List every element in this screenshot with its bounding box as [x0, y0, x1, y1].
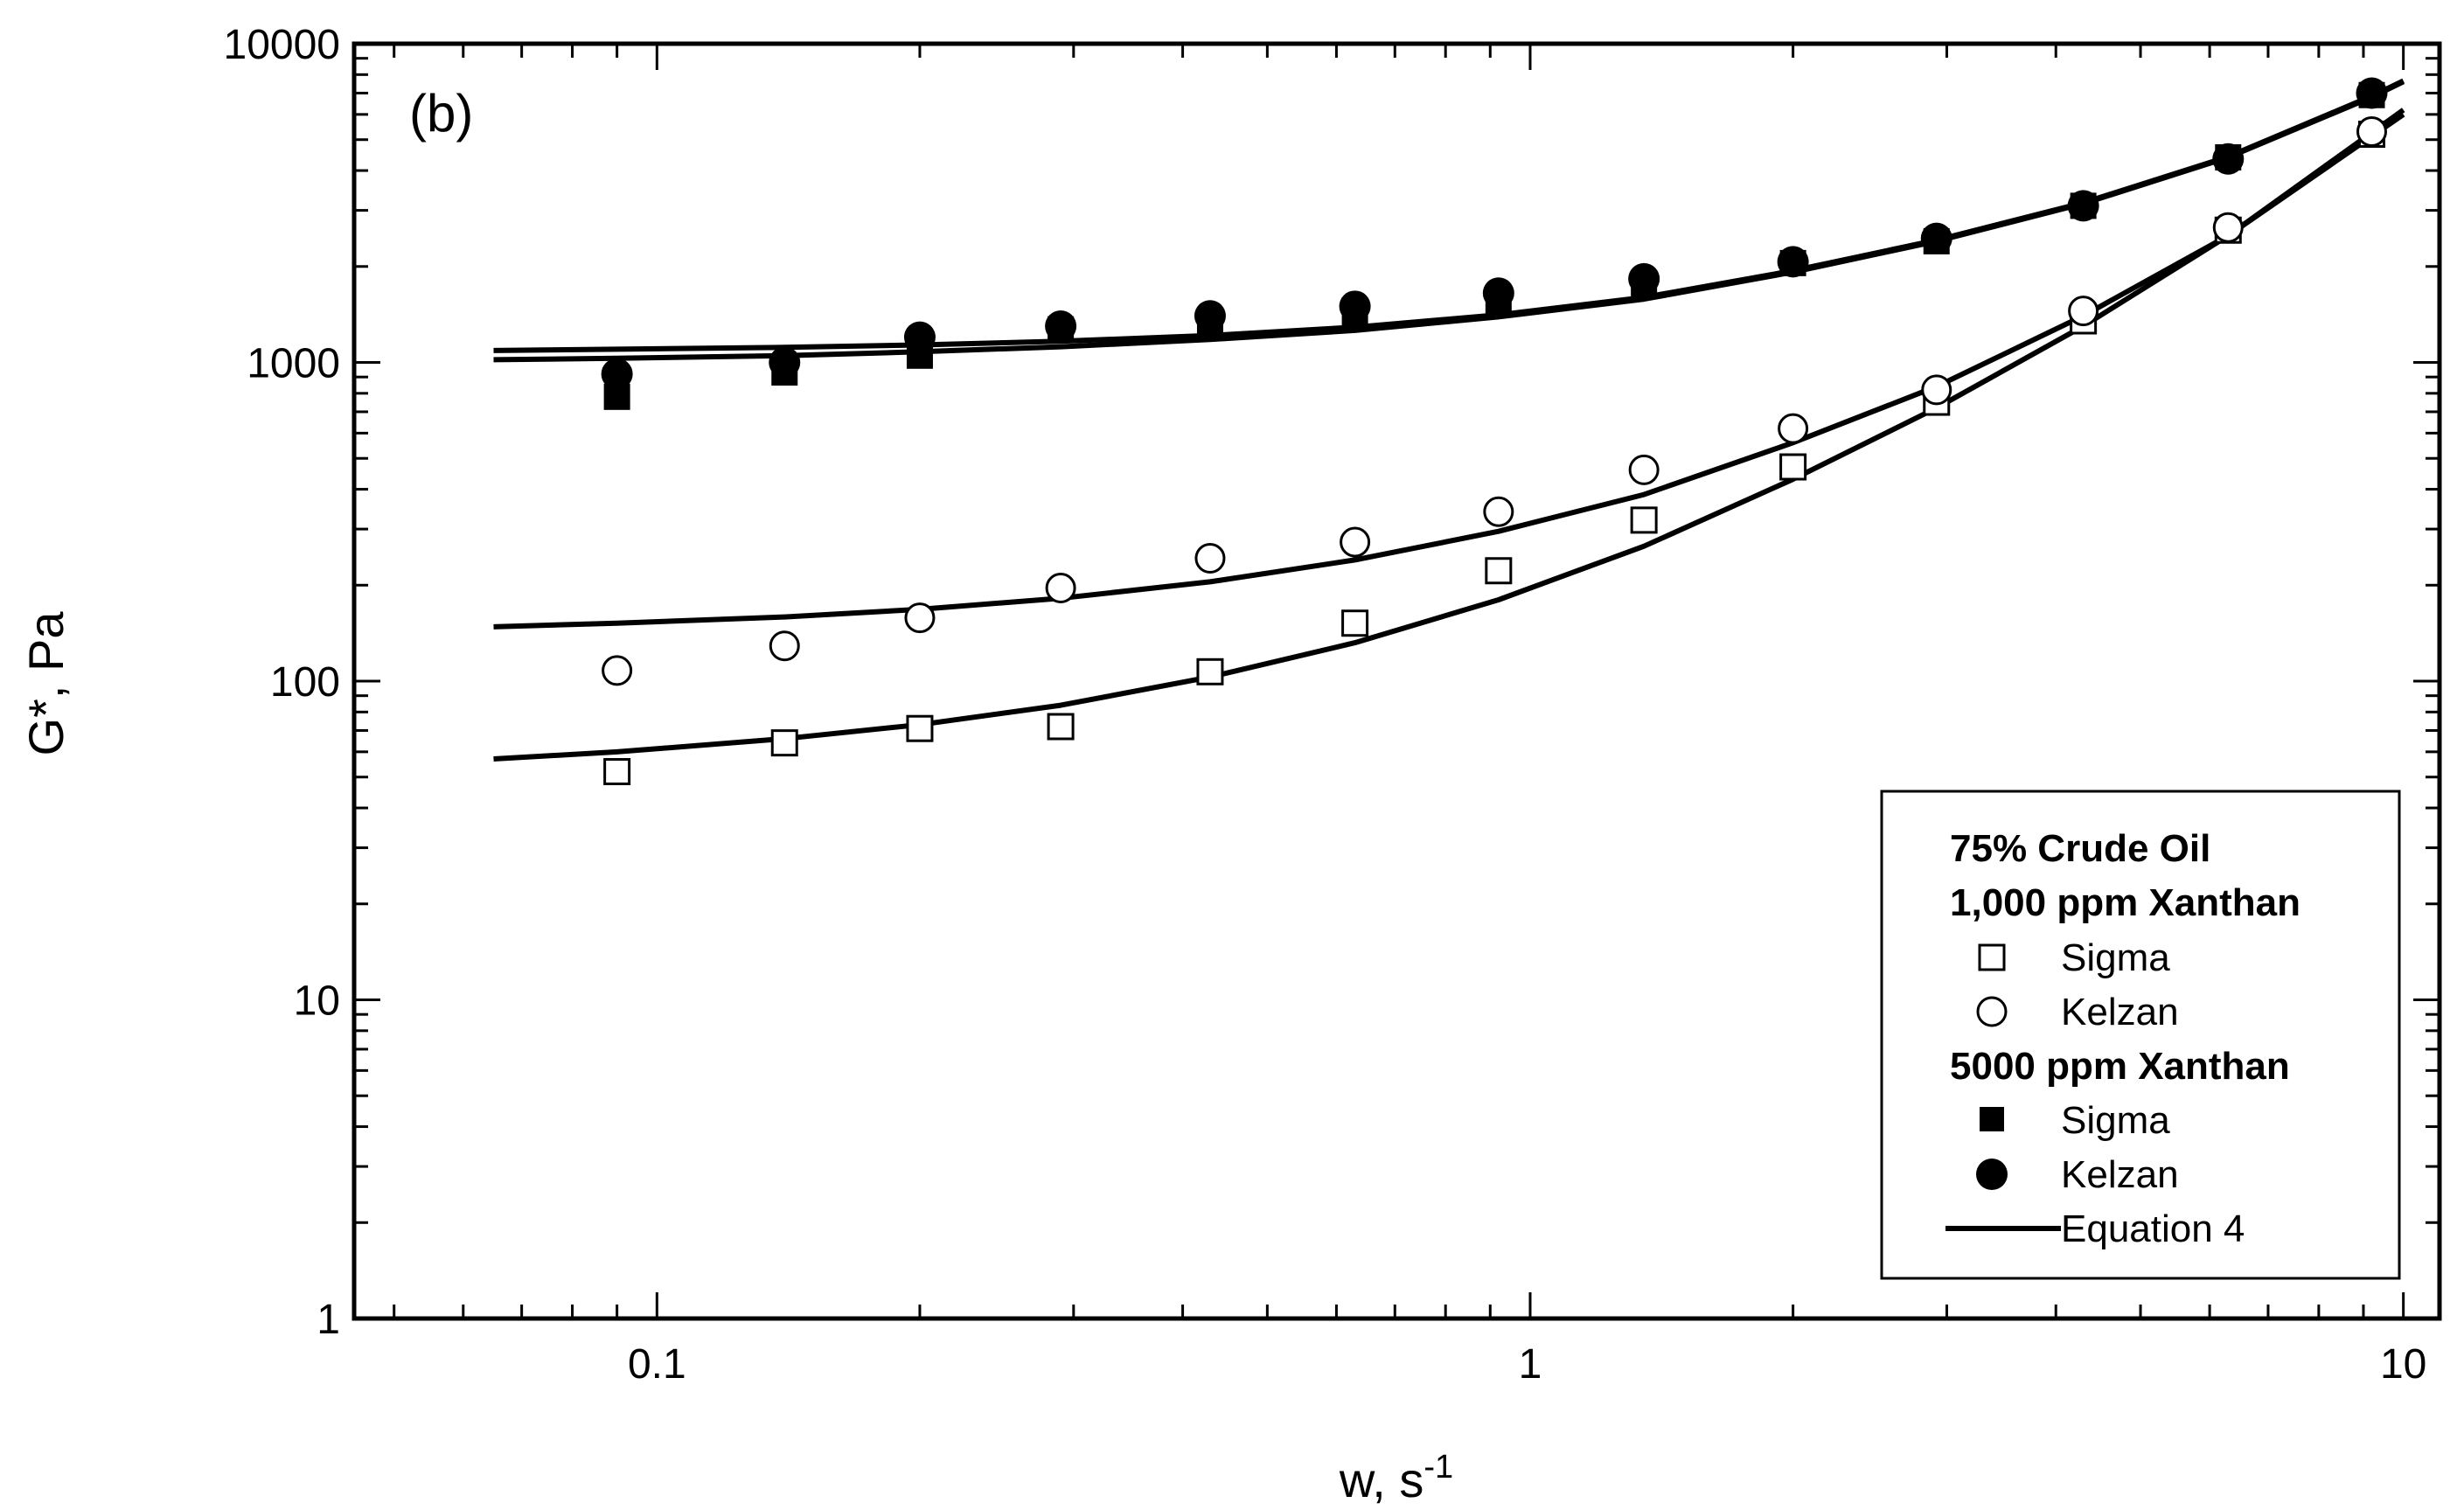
point-kelzan-5000 — [1045, 310, 1077, 342]
point-kelzan-5000 — [1482, 277, 1514, 310]
x-axis-title: w, s-1 — [1339, 1449, 1453, 1507]
point-kelzan-5000 — [2067, 190, 2099, 222]
point-kelzan-1000 — [1483, 496, 1514, 527]
legend-item-kelzan-5000: Kelzan — [2061, 1153, 2179, 1196]
y-axis-title: G*, Pa — [18, 611, 73, 756]
point-sigma-1000 — [906, 714, 934, 742]
point-kelzan-1000 — [2212, 212, 2244, 243]
data-points — [601, 77, 2388, 786]
point-sigma-1000 — [770, 729, 798, 757]
point-kelzan-1000 — [1340, 526, 1371, 558]
axis-ticks — [354, 42, 2440, 1320]
legend-square-filled-icon — [1980, 1107, 2004, 1131]
point-sigma-1000 — [603, 758, 631, 786]
legend-item-equation-4: Equation 4 — [2061, 1207, 2245, 1250]
x-tick-label: 10 — [2380, 1341, 2426, 1388]
y-tick-label: 10000 — [224, 22, 340, 68]
x-tick-label: 1 — [1519, 1341, 1542, 1388]
panel-label: (b) — [409, 84, 473, 143]
point-kelzan-1000 — [1045, 572, 1076, 603]
fit-curves — [493, 78, 2405, 762]
legend-circle-filled-icon — [1976, 1159, 2008, 1190]
point-kelzan-5000 — [2212, 143, 2245, 175]
y-tick-label: 100 — [270, 659, 340, 706]
y-tick-label: 10 — [294, 978, 340, 1025]
point-kelzan-5000 — [1339, 290, 1371, 323]
point-sigma-1000 — [1485, 557, 1513, 585]
legend-item-kelzan-1000: Kelzan — [2061, 991, 2179, 1033]
point-kelzan-1000 — [904, 602, 936, 634]
point-sigma-1000 — [1630, 506, 1658, 534]
point-sigma-1000 — [1196, 658, 1224, 685]
point-kelzan-1000 — [769, 630, 800, 662]
x-axis-title-superscript: -1 — [1423, 1449, 1453, 1486]
y-tick-label: 1 — [317, 1297, 340, 1343]
legend-square-open-icon — [1978, 943, 2006, 971]
point-kelzan-5000 — [903, 321, 936, 353]
legend-item-sigma-5000: Sigma — [2061, 1099, 2170, 1142]
point-sigma-1000 — [1047, 713, 1075, 741]
point-kelzan-5000 — [1777, 246, 1809, 278]
plot-frame — [352, 41, 2442, 1321]
legend-heading-1000ppm: 1,000 ppm Xanthan — [1950, 881, 2300, 924]
point-sigma-1000 — [1341, 609, 1369, 637]
fit-line — [493, 78, 2405, 353]
point-kelzan-5000 — [1628, 262, 1660, 295]
y-tick-label: 1000 — [247, 341, 340, 387]
point-kelzan-5000 — [601, 358, 633, 390]
tick-labels: 0.1 1 10 1 10 100 1000 10000 — [224, 22, 2427, 1388]
point-kelzan-1000 — [1921, 374, 1952, 406]
point-kelzan-5000 — [2356, 77, 2388, 109]
point-kelzan-1000 — [1194, 542, 1226, 574]
point-kelzan-5000 — [769, 346, 801, 379]
point-kelzan-1000 — [602, 655, 633, 686]
legend-heading-5000ppm: 5000 ppm Xanthan — [1950, 1045, 2290, 1088]
fit-line — [493, 112, 2405, 630]
legend-heading-crude-oil: 75% Crude Oil — [1950, 827, 2210, 870]
point-sigma-1000 — [1779, 453, 1807, 481]
point-kelzan-1000 — [1778, 413, 1809, 444]
x-tick-label: 0.1 — [628, 1341, 686, 1388]
point-kelzan-1000 — [2356, 116, 2387, 148]
point-kelzan-1000 — [2068, 296, 2099, 327]
legend-box — [1880, 790, 2401, 1280]
legend-circle-open-icon — [1976, 996, 2008, 1027]
legend-item-sigma-1000: Sigma — [2061, 936, 2170, 979]
point-kelzan-1000 — [1628, 454, 1660, 485]
fit-line — [493, 108, 2405, 762]
point-kelzan-5000 — [1920, 222, 1952, 254]
point-kelzan-5000 — [1194, 300, 1226, 332]
legend: 75% Crude Oil 1,000 ppm Xanthan Sigma Ke… — [1880, 790, 2401, 1280]
